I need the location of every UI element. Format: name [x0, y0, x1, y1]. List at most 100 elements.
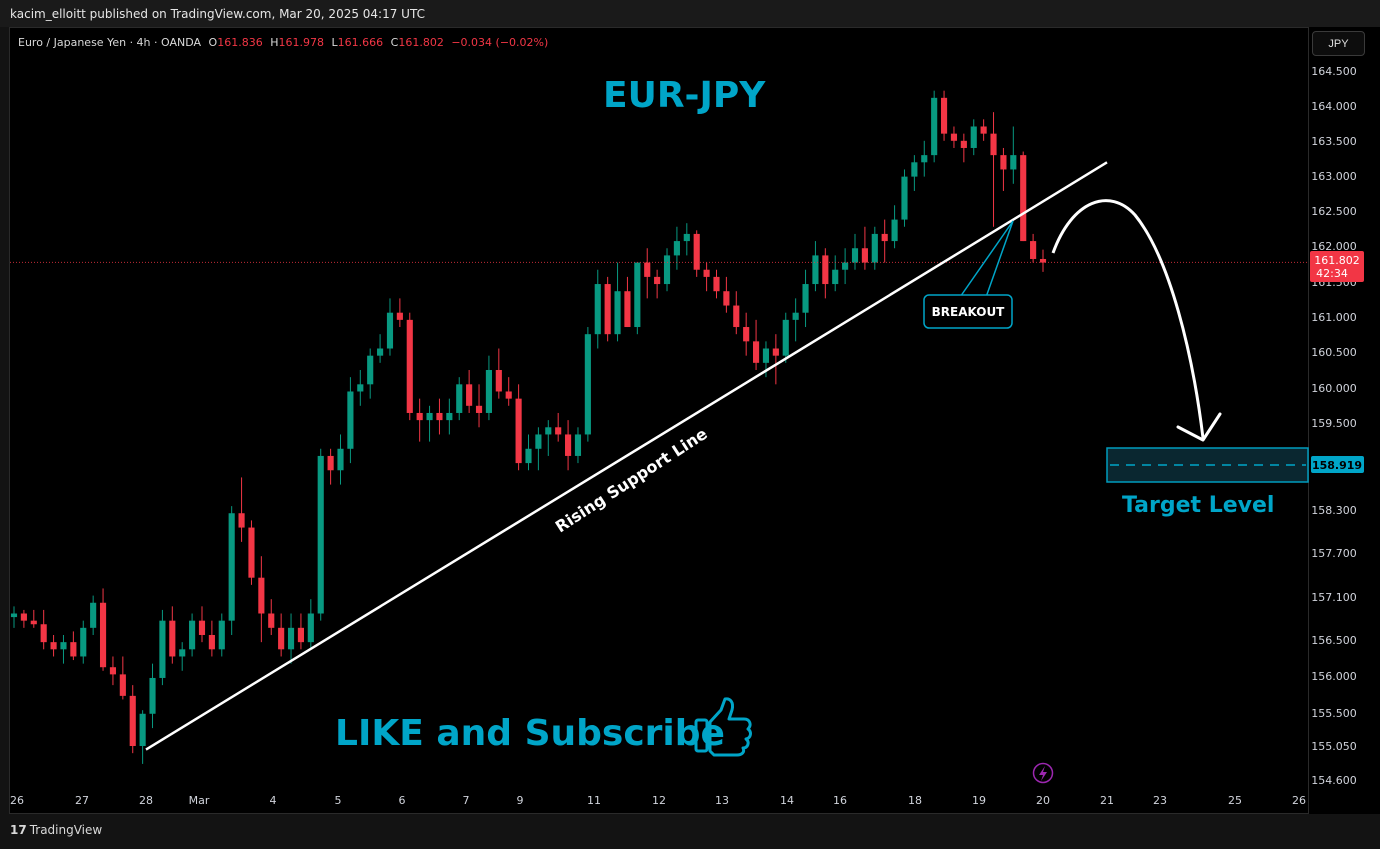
candle-body[interactable] [743, 327, 750, 342]
candle-body[interactable] [416, 412, 423, 421]
candle-body[interactable] [426, 412, 433, 421]
candle-body[interactable] [50, 642, 57, 650]
candle-body[interactable] [456, 384, 463, 413]
lightning-icon[interactable] [1032, 762, 1054, 784]
candle-body[interactable] [624, 291, 631, 328]
candle-body[interactable] [327, 455, 334, 471]
candle-body[interactable] [20, 613, 27, 621]
candle-body[interactable] [258, 577, 265, 614]
symbol-legend[interactable]: Euro / Japanese Yen · 4h · OANDA O161.83… [18, 36, 548, 49]
candle-body[interactable] [129, 695, 136, 746]
candle-body[interactable] [317, 455, 324, 614]
candle-body[interactable] [802, 284, 809, 313]
candle-body[interactable] [297, 627, 304, 643]
candle-body[interactable] [970, 126, 977, 148]
support-line[interactable] [145, 161, 1108, 751]
candle-body[interactable] [842, 262, 849, 270]
candle-body[interactable] [505, 391, 512, 399]
candle-body[interactable] [495, 369, 502, 392]
candle-body[interactable] [614, 291, 621, 335]
candle-body[interactable] [159, 620, 166, 678]
candle-body[interactable] [723, 291, 730, 306]
candle-body[interactable] [525, 448, 532, 464]
candle-body[interactable] [634, 262, 641, 328]
candle-body[interactable] [90, 602, 97, 628]
candle-body[interactable] [960, 140, 967, 148]
candle-body[interactable] [545, 427, 552, 435]
candle-body[interactable] [228, 513, 235, 621]
tradingview-logo[interactable]: 17 TradingView [10, 823, 102, 837]
candle-body[interactable] [950, 133, 958, 141]
candle-body[interactable] [604, 284, 611, 335]
candle-body[interactable] [703, 269, 710, 277]
candle-body[interactable] [782, 319, 789, 356]
candle-body[interactable] [772, 348, 779, 356]
candle-body[interactable] [347, 391, 354, 449]
candle-body[interactable] [396, 312, 403, 320]
candle-body[interactable] [753, 341, 760, 363]
chart-area[interactable] [9, 27, 1309, 814]
candle-body[interactable] [654, 276, 661, 285]
price-axis[interactable] [1309, 27, 1380, 814]
candle-body[interactable] [713, 276, 720, 292]
candle-body[interactable] [60, 642, 67, 650]
candle-body[interactable] [881, 233, 888, 242]
candle-body[interactable] [268, 613, 275, 628]
candle-body[interactable] [644, 262, 651, 277]
candle-body[interactable] [189, 620, 196, 650]
candle-body[interactable] [386, 312, 394, 349]
candle-body[interactable] [99, 602, 107, 668]
candle-body[interactable] [179, 649, 186, 657]
candle-body[interactable] [792, 312, 799, 320]
candle-body[interactable] [515, 398, 522, 464]
candle-body[interactable] [871, 233, 878, 263]
candle-body[interactable] [367, 355, 374, 385]
candle-body[interactable] [693, 233, 700, 270]
candle-body[interactable] [911, 162, 918, 177]
candle-body[interactable] [406, 319, 413, 413]
candle-body[interactable] [287, 627, 295, 650]
candle-body[interactable] [436, 412, 443, 421]
candle-body[interactable] [109, 667, 117, 675]
candle-body[interactable] [683, 233, 690, 242]
candle-body[interactable] [475, 405, 483, 413]
candle-body[interactable] [307, 613, 314, 643]
candle-body[interactable] [733, 305, 740, 328]
candle-body[interactable] [208, 634, 215, 650]
candle-body[interactable] [218, 620, 225, 650]
candle-body[interactable] [1010, 155, 1017, 170]
candle-body[interactable] [198, 620, 206, 635]
candle-body[interactable] [1000, 155, 1007, 170]
candle-body[interactable] [278, 627, 285, 650]
candle-body[interactable] [169, 620, 176, 657]
candle-body[interactable] [901, 176, 908, 220]
candle-body[interactable] [822, 255, 829, 285]
candle-body[interactable] [940, 97, 948, 134]
candle-body[interactable] [40, 624, 47, 643]
candle-body[interactable] [30, 620, 37, 625]
candle-body[interactable] [248, 527, 255, 578]
candle-body[interactable] [139, 713, 146, 746]
candle-body[interactable] [466, 384, 473, 406]
candle-body[interactable] [1020, 155, 1027, 242]
candle-body[interactable] [80, 627, 87, 657]
candle-body[interactable] [446, 412, 453, 421]
candle-body[interactable] [485, 369, 492, 413]
candle-body[interactable] [851, 248, 859, 263]
candle-body[interactable] [1030, 241, 1037, 259]
candle-body[interactable] [149, 677, 156, 714]
candle-body[interactable] [980, 126, 987, 134]
candle-body[interactable] [337, 448, 344, 471]
candle-body[interactable] [990, 133, 997, 156]
candle-body[interactable] [762, 348, 770, 363]
candle-body[interactable] [535, 434, 542, 449]
candle-body[interactable] [663, 255, 671, 285]
candle-body[interactable] [673, 241, 680, 256]
candle-body[interactable] [377, 348, 384, 356]
candle-body[interactable] [594, 284, 601, 335]
candle-body[interactable] [565, 434, 572, 456]
candle-body[interactable] [1039, 258, 1047, 263]
candle-body[interactable] [861, 248, 868, 263]
candle-body[interactable] [921, 155, 928, 163]
